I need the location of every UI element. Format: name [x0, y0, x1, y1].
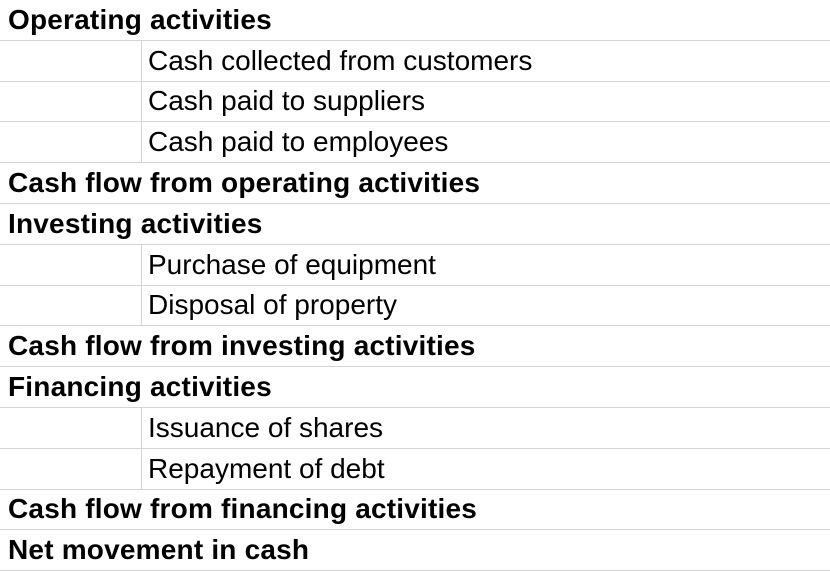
subtotal-heading: Cash flow from investing activities: [8, 330, 476, 362]
section-heading: Operating activities: [8, 3, 272, 35]
line-item: Issuance of shares: [148, 411, 384, 443]
line-item: Repayment of debt: [148, 452, 385, 484]
line-item: Cash paid to employees: [148, 126, 449, 158]
line-item: Cash paid to suppliers: [148, 85, 426, 117]
subtotal-heading: Cash flow from operating activities: [8, 167, 481, 199]
row-cash-paid-suppliers: Cash paid to suppliers: [0, 81, 830, 123]
row-operating-total: Cash flow from operating activities: [0, 163, 830, 204]
row-investing-activities: Investing activities: [0, 204, 830, 245]
row-cash-paid-employees: Cash paid to employees: [0, 122, 830, 164]
row-purchase-equipment: Purchase of equipment: [0, 244, 830, 286]
line-item: Purchase of equipment: [148, 248, 436, 280]
row-financing-activities: Financing activities: [0, 367, 830, 408]
row-operating-activities: Operating activities: [0, 0, 830, 41]
line-item: Disposal of property: [148, 289, 398, 321]
row-cash-collected: Cash collected from customers: [0, 40, 830, 82]
row-net-movement: Net movement in cash: [0, 530, 830, 571]
total-heading: Net movement in cash: [8, 534, 310, 566]
row-issuance-shares: Issuance of shares: [0, 407, 830, 449]
row-disposal-property: Disposal of property: [0, 285, 830, 327]
section-heading: Financing activities: [8, 371, 272, 403]
row-financing-total: Cash flow from financing activities: [0, 490, 830, 531]
row-investing-total: Cash flow from investing activities: [0, 326, 830, 368]
line-item: Cash collected from customers: [148, 44, 533, 76]
section-heading: Investing activities: [8, 207, 263, 239]
subtotal-heading: Cash flow from financing activities: [8, 493, 478, 525]
row-repayment-debt: Repayment of debt: [0, 448, 830, 490]
